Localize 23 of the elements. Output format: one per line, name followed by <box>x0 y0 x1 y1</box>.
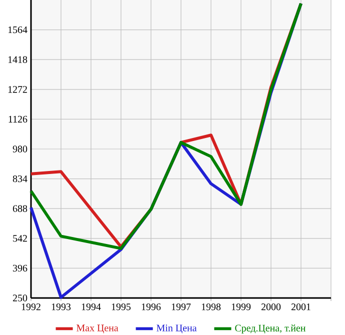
y-tick-label: 1272 <box>8 86 27 93</box>
y-tick-label: 1564 <box>8 26 28 34</box>
x-tick-label: 1998 <box>202 304 221 310</box>
y-tick-label: 1418 <box>8 56 28 63</box>
x-tick-label: 1996 <box>142 304 161 310</box>
y-tick-label: 980 <box>12 146 28 152</box>
y-tick-label: 1126 <box>8 116 28 123</box>
x-tick-label: 1994 <box>82 304 101 310</box>
x-tick-label: 1995 <box>112 304 131 310</box>
legend-label: Сред.Цена, т.йен <box>235 324 306 334</box>
x-tick-label: 2000 <box>261 304 281 310</box>
y-tick-label: 250 <box>12 294 28 302</box>
y-tick-label: 834 <box>12 175 28 182</box>
x-tick-label: 2001 <box>291 304 310 310</box>
x-tick-label: 1997 <box>172 304 191 310</box>
y-tick-label: 542 <box>13 235 27 242</box>
x-tick-label: 1993 <box>52 304 71 310</box>
legend-label: Min Цена <box>156 324 197 334</box>
x-tick-label: 1999 <box>232 304 251 310</box>
y-tick-label: 396 <box>13 264 28 272</box>
x-tick-label: 1992 <box>22 304 40 310</box>
y-tick-label: 688 <box>12 205 28 212</box>
legend-label: Max Цена <box>76 324 118 334</box>
